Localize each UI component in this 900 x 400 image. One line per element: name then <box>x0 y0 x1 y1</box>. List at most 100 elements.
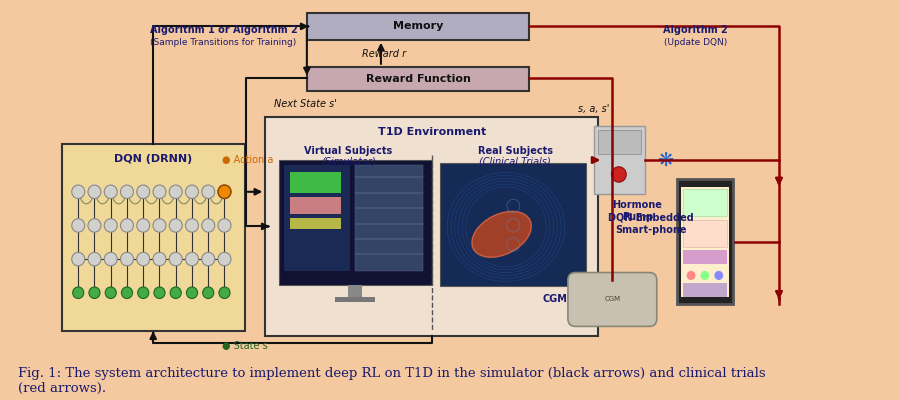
FancyBboxPatch shape <box>284 165 350 271</box>
Circle shape <box>169 185 182 198</box>
Text: ❋: ❋ <box>657 150 673 170</box>
Text: Real Subjects: Real Subjects <box>478 146 553 156</box>
FancyBboxPatch shape <box>290 196 341 214</box>
Circle shape <box>89 287 100 298</box>
Circle shape <box>72 185 85 198</box>
Text: Algorithm 2: Algorithm 2 <box>663 25 728 35</box>
FancyBboxPatch shape <box>683 283 727 296</box>
Circle shape <box>137 252 149 266</box>
Text: CGM: CGM <box>543 294 567 304</box>
Circle shape <box>138 287 148 298</box>
Circle shape <box>72 219 85 232</box>
Circle shape <box>169 219 182 232</box>
FancyArrowPatch shape <box>262 224 268 229</box>
Text: Pump: Pump <box>622 212 653 222</box>
Circle shape <box>185 185 199 198</box>
Circle shape <box>121 185 133 198</box>
Circle shape <box>202 185 215 198</box>
Text: (Sample Transitions for Training): (Sample Transitions for Training) <box>150 38 297 47</box>
Circle shape <box>88 185 101 198</box>
Circle shape <box>688 272 695 279</box>
Text: DQN (DRNN): DQN (DRNN) <box>114 154 193 164</box>
FancyArrowPatch shape <box>592 157 598 163</box>
Circle shape <box>202 252 215 266</box>
Circle shape <box>701 272 708 279</box>
FancyArrowPatch shape <box>248 189 260 194</box>
Circle shape <box>88 252 101 266</box>
Text: T1D Environment: T1D Environment <box>378 127 486 137</box>
FancyBboxPatch shape <box>355 165 423 271</box>
Text: Hormone: Hormone <box>612 200 662 210</box>
Text: Reward Function: Reward Function <box>365 74 471 84</box>
FancyArrowPatch shape <box>776 178 782 184</box>
Circle shape <box>73 287 84 298</box>
Text: Fig. 1: The system architecture to implement deep RL on T1D in the simulator (bl: Fig. 1: The system architecture to imple… <box>18 367 766 395</box>
Text: Smart-phone: Smart-phone <box>616 225 687 235</box>
Circle shape <box>185 219 199 232</box>
Circle shape <box>88 219 101 232</box>
FancyBboxPatch shape <box>683 189 727 216</box>
Circle shape <box>137 219 149 232</box>
Text: (Simulator): (Simulator) <box>321 157 376 167</box>
Text: (Update DQN): (Update DQN) <box>664 38 727 47</box>
FancyArrowPatch shape <box>304 29 310 73</box>
Circle shape <box>105 287 116 298</box>
Text: CGM: CGM <box>604 296 620 302</box>
FancyBboxPatch shape <box>594 126 644 194</box>
Circle shape <box>218 185 231 198</box>
Circle shape <box>611 167 626 182</box>
Circle shape <box>218 219 231 232</box>
Text: (Clinical Trials): (Clinical Trials) <box>480 157 551 167</box>
Circle shape <box>122 287 132 298</box>
Text: Algorithm 1 or Algorithm 2: Algorithm 1 or Algorithm 2 <box>149 25 297 35</box>
Circle shape <box>153 219 166 232</box>
FancyArrowPatch shape <box>378 45 383 64</box>
FancyBboxPatch shape <box>290 218 341 229</box>
Circle shape <box>121 219 133 232</box>
Text: ● State s: ● State s <box>221 341 267 351</box>
Circle shape <box>72 252 85 266</box>
Text: Virtual Subjects: Virtual Subjects <box>304 146 392 156</box>
FancyArrowPatch shape <box>301 24 308 29</box>
Circle shape <box>218 252 231 266</box>
FancyBboxPatch shape <box>598 130 641 154</box>
FancyBboxPatch shape <box>347 285 363 296</box>
FancyBboxPatch shape <box>683 220 727 246</box>
FancyBboxPatch shape <box>307 13 529 40</box>
Circle shape <box>185 252 199 266</box>
Circle shape <box>153 185 166 198</box>
Circle shape <box>137 185 149 198</box>
FancyBboxPatch shape <box>307 67 529 91</box>
FancyBboxPatch shape <box>440 163 587 286</box>
Circle shape <box>202 287 214 298</box>
Circle shape <box>219 287 230 298</box>
Circle shape <box>104 185 117 198</box>
Circle shape <box>218 185 231 198</box>
Ellipse shape <box>472 211 531 257</box>
FancyBboxPatch shape <box>677 179 733 304</box>
Text: DQN Embedded: DQN Embedded <box>608 213 694 223</box>
Text: ● Action a: ● Action a <box>221 155 273 165</box>
FancyBboxPatch shape <box>279 160 432 285</box>
Circle shape <box>154 287 165 298</box>
Circle shape <box>716 272 723 279</box>
FancyArrowPatch shape <box>776 291 782 298</box>
Circle shape <box>104 252 117 266</box>
Circle shape <box>169 252 182 266</box>
FancyBboxPatch shape <box>681 187 729 296</box>
Text: Reward r: Reward r <box>363 49 407 59</box>
Text: Next State s': Next State s' <box>274 99 338 109</box>
FancyArrowPatch shape <box>150 333 156 339</box>
FancyBboxPatch shape <box>568 272 657 326</box>
Text: Memory: Memory <box>392 21 443 31</box>
Circle shape <box>170 287 181 298</box>
Circle shape <box>186 287 197 298</box>
Circle shape <box>153 252 166 266</box>
Text: s, a, s': s, a, s' <box>578 104 609 114</box>
FancyBboxPatch shape <box>266 117 598 336</box>
Circle shape <box>121 252 133 266</box>
FancyBboxPatch shape <box>683 250 727 264</box>
FancyBboxPatch shape <box>290 172 341 193</box>
FancyBboxPatch shape <box>335 296 375 302</box>
FancyBboxPatch shape <box>61 144 245 331</box>
